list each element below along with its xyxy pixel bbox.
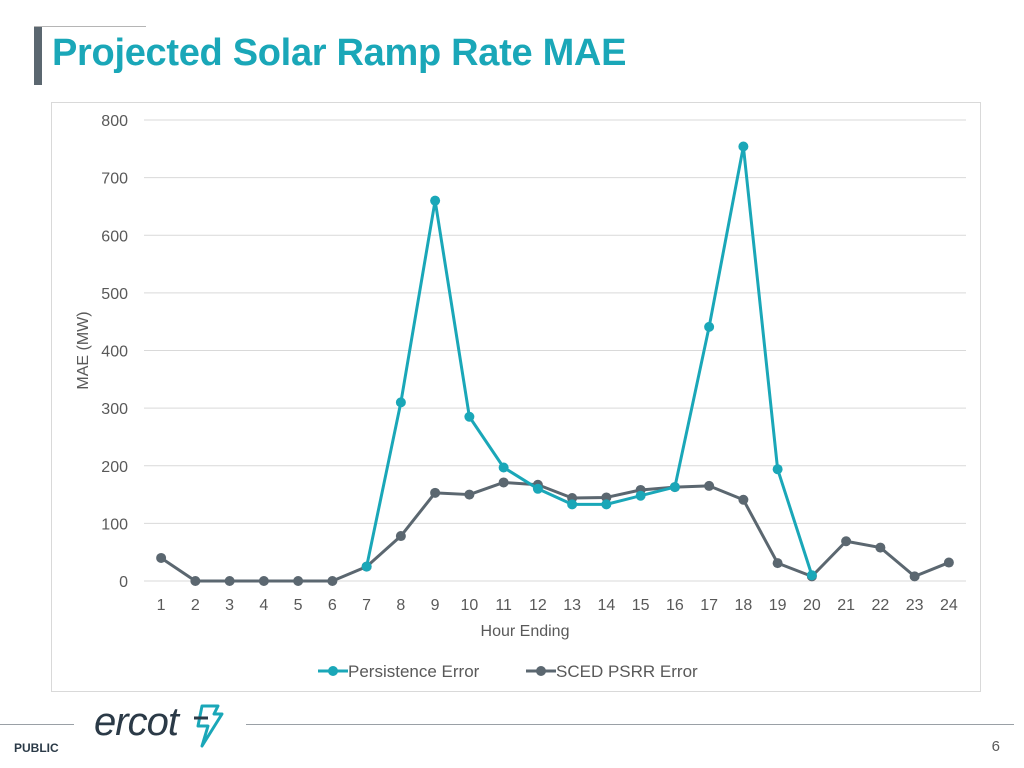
data-point	[601, 492, 612, 503]
y-tick-label: 100	[101, 516, 128, 533]
x-tick-label: 22	[871, 597, 889, 614]
page-title: Projected Solar Ramp Rate MAE	[52, 32, 627, 74]
y-tick-label: 300	[101, 401, 128, 418]
x-tick-label: 4	[259, 597, 268, 614]
x-tick-label: 11	[495, 597, 512, 614]
data-point	[635, 490, 646, 501]
legend-label: Persistence Error	[348, 662, 480, 681]
data-point	[498, 477, 509, 488]
y-tick-label: 0	[119, 574, 128, 591]
data-point	[327, 576, 338, 586]
x-tick-label: 23	[906, 597, 924, 614]
data-point	[567, 499, 578, 510]
data-point	[841, 536, 852, 547]
data-point	[498, 462, 509, 473]
footer-divider-right	[246, 724, 1014, 725]
legend-marker	[328, 666, 338, 676]
data-point	[772, 464, 783, 475]
data-point	[224, 576, 235, 586]
data-point	[293, 576, 304, 586]
x-tick-label: 6	[328, 597, 337, 614]
x-tick-label: 19	[769, 597, 787, 614]
data-point	[395, 397, 406, 408]
x-tick-label: 18	[734, 597, 752, 614]
data-point	[669, 482, 680, 493]
x-tick-label: 16	[666, 597, 684, 614]
logo-wordmark: ercot	[94, 700, 179, 744]
title-top-rule	[34, 26, 146, 27]
x-axis-title: Hour Ending	[481, 623, 570, 640]
data-point	[909, 571, 920, 582]
x-tick-label: 7	[362, 597, 371, 614]
data-point	[738, 141, 749, 152]
title-accent-bar	[34, 27, 42, 85]
x-tick-label: 5	[294, 597, 303, 614]
page-number: 6	[991, 738, 1000, 755]
y-tick-label: 800	[101, 113, 128, 130]
y-axis-title: MAE (MW)	[75, 311, 92, 389]
data-point	[430, 487, 441, 498]
data-point	[772, 558, 783, 569]
x-tick-label: 15	[632, 597, 650, 614]
y-tick-label: 200	[101, 459, 128, 476]
chart-frame	[51, 102, 981, 692]
data-point	[704, 480, 715, 491]
x-tick-label: 9	[431, 597, 440, 614]
x-tick-label: 13	[563, 597, 581, 614]
data-point	[156, 552, 167, 563]
legend-marker	[536, 666, 546, 676]
footer-divider-left	[0, 724, 74, 725]
data-point	[361, 561, 372, 572]
legend-label: SCED PSRR Error	[556, 662, 698, 681]
data-point	[395, 531, 406, 542]
y-tick-label: 700	[101, 171, 128, 188]
y-tick-label: 600	[101, 228, 128, 245]
data-point	[464, 489, 475, 500]
x-tick-label: 1	[157, 597, 166, 614]
data-point	[943, 557, 954, 568]
x-tick-label: 24	[940, 597, 958, 614]
data-point	[532, 483, 543, 494]
data-point	[430, 195, 441, 206]
data-point	[738, 494, 749, 505]
x-tick-label: 10	[460, 597, 478, 614]
data-point	[258, 576, 269, 586]
x-tick-label: 2	[191, 597, 200, 614]
data-point	[601, 499, 612, 510]
data-point	[190, 576, 201, 586]
ercot-logo: ercot	[94, 700, 234, 750]
y-tick-label: 400	[101, 344, 128, 361]
y-tick-label: 500	[101, 286, 128, 303]
data-point	[875, 542, 886, 553]
x-tick-label: 8	[396, 597, 405, 614]
x-tick-label: 21	[837, 597, 855, 614]
data-point	[806, 570, 817, 581]
series-line-sced-psrr-error	[160, 480, 950, 583]
x-tick-label: 12	[529, 597, 547, 614]
x-tick-label: 3	[225, 597, 234, 614]
data-point	[704, 321, 715, 332]
x-tick-label: 14	[597, 597, 615, 614]
lightning-bolt-icon	[194, 704, 224, 748]
series-line-persistence-error	[365, 145, 814, 576]
data-point	[464, 411, 475, 422]
footer-label: PUBLIC	[14, 741, 59, 755]
x-tick-label: 20	[803, 597, 821, 614]
x-tick-label: 17	[700, 597, 718, 614]
